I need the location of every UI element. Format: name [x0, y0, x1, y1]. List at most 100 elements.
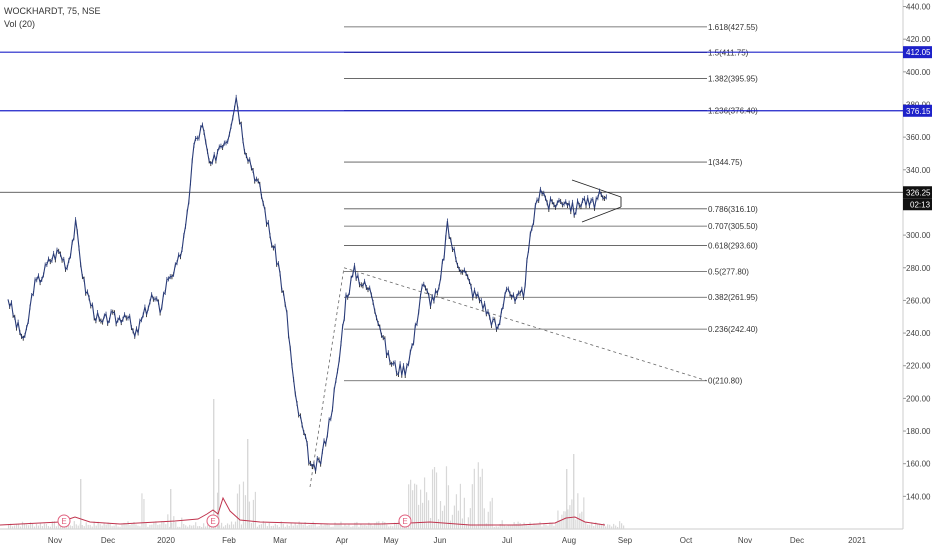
volume-bar [218, 459, 220, 529]
volume-bar [533, 523, 535, 529]
volume-bar [384, 522, 386, 529]
volume-bar [171, 522, 173, 529]
volume-indicator-label[interactable]: Vol (20) [4, 19, 36, 29]
volume-bar [471, 484, 473, 529]
volume-bar [53, 521, 55, 529]
volume-bar [207, 524, 209, 529]
volume-bar [13, 525, 16, 529]
y-tick-label: 400.00 [906, 68, 931, 77]
symbol-title[interactable]: WOCKHARDT, 75, NSE [4, 6, 101, 16]
volume-bar [43, 523, 46, 529]
volume-bar [497, 526, 499, 529]
volume-bar [236, 493, 239, 529]
earnings-event-label: E [402, 517, 407, 526]
volume-bar [274, 523, 276, 529]
volume-bar [69, 525, 71, 529]
volume-bar [338, 523, 340, 529]
volume-bar [523, 522, 525, 529]
volume-bar [314, 523, 316, 529]
volume-bar [461, 518, 463, 529]
volume-bar [272, 525, 274, 529]
volume-ma-line [0, 496, 606, 526]
volume-bar [390, 525, 392, 529]
volume-bar [89, 524, 91, 529]
volume-bar [457, 510, 460, 529]
volume-bar [37, 525, 40, 529]
volume-bar [87, 524, 89, 529]
volume-bar [453, 505, 456, 529]
volume-bar [563, 511, 565, 529]
volume-bar [372, 525, 374, 529]
x-tick-label: 2021 [848, 536, 866, 545]
x-tick-label: Feb [222, 536, 236, 545]
volume-bar [441, 510, 444, 529]
volume-bar [621, 523, 623, 529]
volume-bar [326, 523, 328, 529]
volume-bar [583, 497, 585, 529]
volume-bar [57, 524, 59, 529]
volume-bar [97, 521, 99, 529]
volume-bar [410, 479, 412, 529]
volume-bar [489, 501, 491, 529]
volume-bar [416, 484, 418, 529]
volume-bar [439, 501, 442, 529]
volume-bar [284, 526, 286, 529]
volume-bar [318, 526, 320, 529]
volume-bar [73, 521, 75, 529]
volume-bar [386, 524, 388, 529]
volume-bar [35, 524, 38, 529]
y-tick-label: 440.00 [906, 3, 931, 12]
volume-bar [376, 521, 378, 529]
volume-bar [252, 499, 255, 529]
volume-bar [288, 525, 290, 529]
volume-bar [392, 526, 394, 529]
y-tick-label: 280.00 [906, 264, 931, 273]
last-price-tag [903, 186, 932, 199]
volume-bar [320, 524, 322, 529]
fib-level-label: 0.618(293.60) [708, 242, 758, 251]
volume-bar [77, 525, 79, 529]
volume-bar [408, 484, 410, 529]
volume-bar [155, 521, 157, 529]
volume-bar [25, 524, 28, 529]
volume-bar [296, 525, 298, 529]
volume-bar [129, 525, 131, 529]
volume-bar [103, 523, 105, 529]
volume-bar [557, 510, 559, 529]
fib-level-label: 0.707(305.50) [708, 222, 758, 231]
volume-bar [585, 521, 587, 529]
volume-bar [370, 524, 372, 529]
volume-bar [264, 523, 266, 529]
x-tick-label: Sep [618, 536, 633, 545]
volume-bar [11, 526, 14, 529]
volume-bar [306, 525, 308, 529]
volume-bar [455, 494, 458, 529]
volume-bar [187, 526, 189, 529]
volume-bar [463, 497, 465, 529]
volume-bar [579, 513, 581, 529]
volume-bar [232, 524, 235, 529]
volume-bar [135, 524, 137, 529]
volume-bar [256, 526, 258, 529]
volume-bar [61, 525, 63, 529]
volume-bar [109, 523, 111, 529]
volume-bar [382, 521, 384, 529]
earnings-event-marker [206, 514, 220, 528]
earnings-event-marker [398, 514, 412, 528]
volume-bar [240, 524, 243, 529]
volume-bar [91, 526, 93, 529]
volume-bar [419, 489, 422, 529]
volume-bar [388, 526, 390, 529]
volume-bar [226, 523, 229, 529]
volume-bar [189, 524, 191, 529]
volume-bar [308, 524, 310, 529]
volume-bar [123, 522, 125, 529]
volume-bar [593, 525, 595, 529]
volume-bar [427, 500, 430, 529]
volume-bar [45, 524, 48, 529]
volume-bar [244, 495, 247, 529]
volume-bar [282, 523, 284, 529]
volume-bar [248, 501, 251, 529]
